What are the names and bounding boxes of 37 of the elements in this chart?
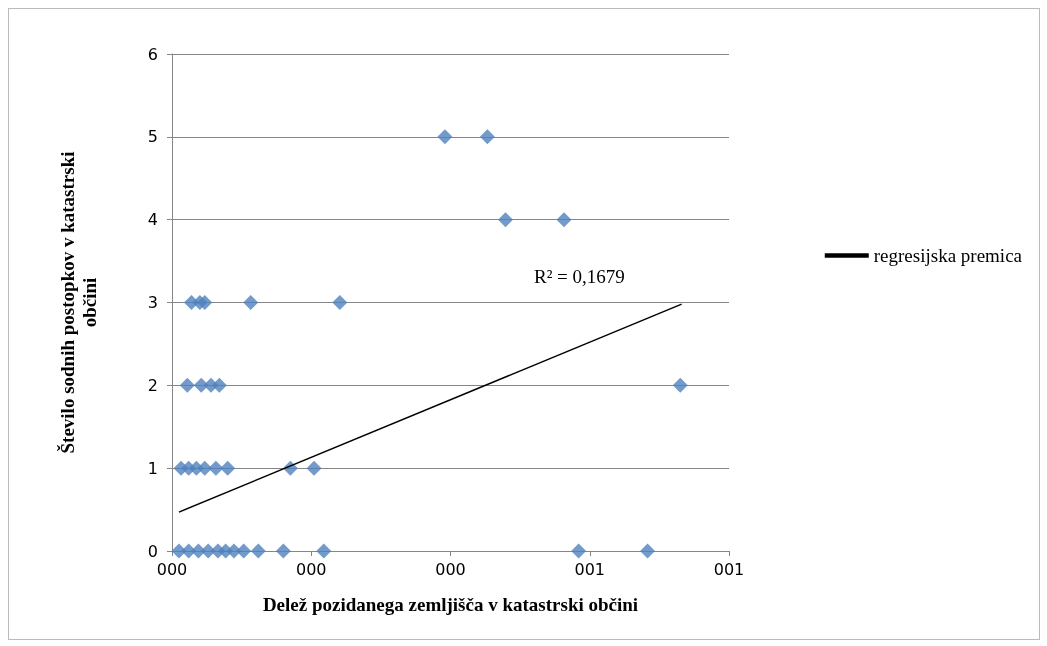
point [332,295,348,310]
y-tick-label: 1 [147,458,158,478]
point [316,543,332,559]
x-axis-title: Delež pozidanega zemljišča v katastrski občini [262,594,639,615]
annotation: R² = 0,1679 [534,266,625,287]
point [236,543,252,559]
point [498,212,513,228]
y-tick-label: 4 [147,210,158,230]
point [211,377,227,393]
point [640,543,656,559]
point [479,129,495,145]
point [243,295,259,310]
point [179,377,195,393]
point [250,543,266,559]
x-tick-label: 000 [156,559,188,579]
y-tick-label: 0 [147,541,158,561]
y-tick-label: 6 [147,44,158,64]
y-tick-label: 3 [147,293,158,312]
point [306,460,322,476]
x-tick-label: 000 [295,559,327,579]
point [437,129,453,145]
legend-label: regresijska premica [873,245,1023,266]
point [556,212,572,228]
point [571,543,587,559]
point [197,295,213,310]
x-tick-label: 000 [435,559,466,579]
point [197,460,213,476]
y-tick-label: 2 [147,375,158,395]
x-tick-label: 001 [713,559,745,579]
point [672,377,688,393]
y-tick-label: 5 [147,127,158,147]
point [171,543,187,559]
x-tick-label: 001 [574,559,606,579]
point [275,543,291,559]
point [208,460,224,476]
y-axis-title: Število sodnih postopkov v katastrski občini [56,151,100,454]
point [220,460,236,476]
